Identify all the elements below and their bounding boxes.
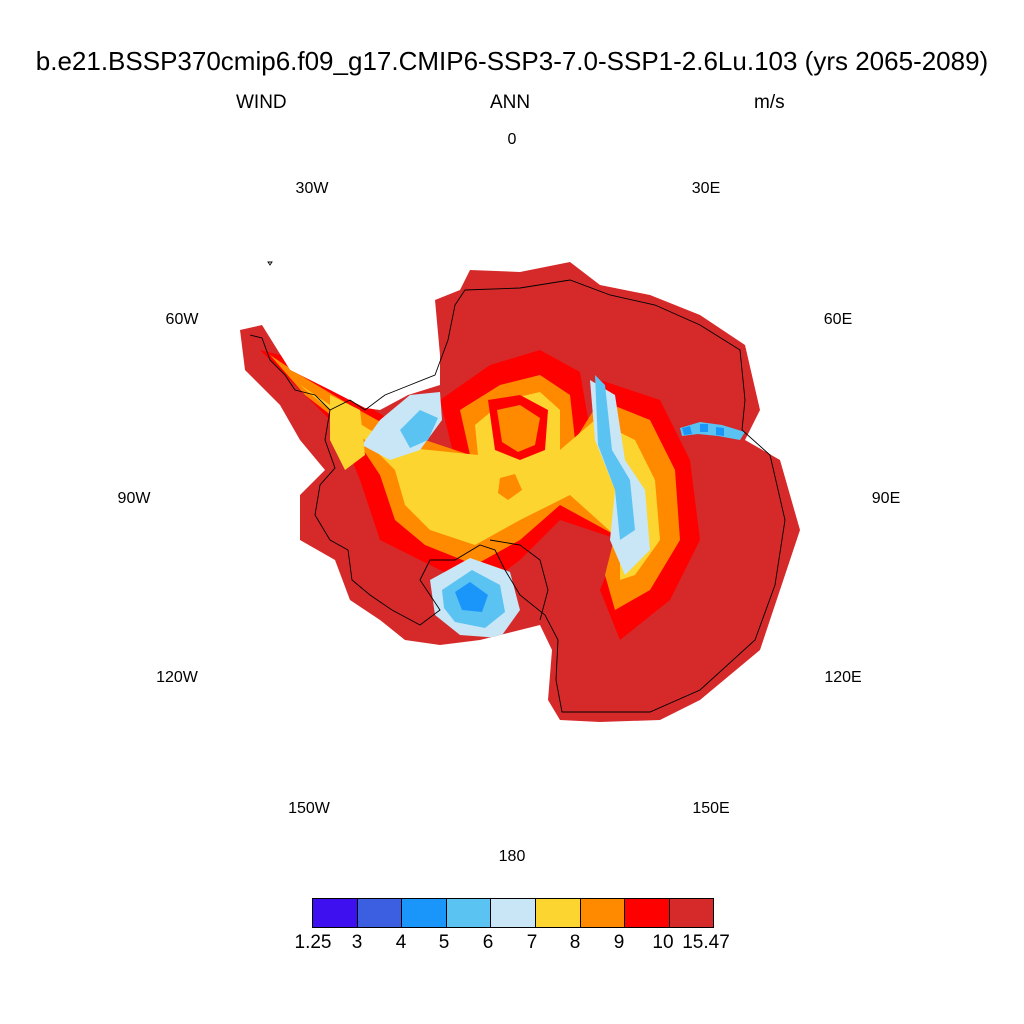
- colorbar-swatch-1: [356, 898, 403, 928]
- colorbar-label: 9: [613, 932, 625, 953]
- colorbar-swatch-7: [624, 898, 670, 928]
- lon-label-90e: 90E: [871, 490, 901, 507]
- ice-shelf-highlight: [682, 424, 724, 436]
- colorbar-label: 1.25: [294, 932, 332, 953]
- colorbar: [312, 898, 715, 928]
- colorbar-swatch-3: [445, 898, 492, 928]
- colorbar-swatch-4: [490, 898, 536, 928]
- lon-label-150e: 150E: [692, 800, 730, 817]
- lon-label-60e: 60E: [823, 311, 853, 328]
- colorbar-swatch-0: [312, 898, 358, 928]
- plot-title: b.e21.BSSP370cmip6.f09_g17.CMIP6-SSP3-7.…: [35, 46, 989, 76]
- colorbar-label: 4: [395, 932, 407, 953]
- colorbar-swatch-2: [401, 898, 447, 928]
- lon-label-180: 180: [498, 848, 526, 865]
- colorbar-label: 6: [482, 932, 494, 953]
- ice-shelf-patch: [680, 422, 745, 440]
- colorbar-label: 5: [438, 932, 450, 953]
- lon-label-150w: 150W: [288, 800, 330, 817]
- lon-label-60w: 60W: [165, 311, 199, 328]
- colorbar-label: 7: [526, 932, 538, 953]
- lon-label-0: 0: [507, 131, 517, 148]
- colorbar-swatch-8: [668, 898, 715, 928]
- lon-label-30e: 30E: [691, 180, 721, 197]
- units-label: m/s: [754, 92, 785, 113]
- lon-label-120w: 120W: [156, 669, 198, 686]
- coastline: [249, 261, 786, 713]
- lon-label-30w: 30W: [295, 180, 329, 197]
- lon-label-90w: 90W: [117, 490, 151, 507]
- colorbar-label: 15.47: [682, 932, 730, 953]
- colorbar-swatch-6: [579, 898, 626, 928]
- colorbar-label: 8: [569, 932, 581, 953]
- colorbar-label: 3: [351, 932, 363, 953]
- wind-field: [240, 262, 800, 722]
- lon-label-120e: 120E: [824, 669, 862, 686]
- colorbar-label: 10: [652, 932, 674, 953]
- colorbar-swatch-5: [534, 898, 581, 928]
- variable-label: WIND: [236, 92, 287, 113]
- season-label: ANN: [490, 92, 531, 113]
